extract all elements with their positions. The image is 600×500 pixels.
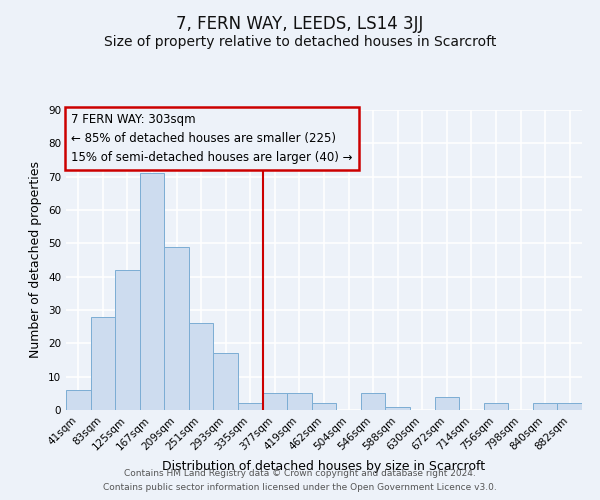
Bar bbox=[140, 174, 164, 410]
Bar bbox=[385, 406, 410, 410]
Bar bbox=[287, 394, 312, 410]
Bar bbox=[361, 394, 385, 410]
Bar bbox=[263, 394, 287, 410]
Text: Contains HM Land Registry data © Crown copyright and database right 2024.: Contains HM Land Registry data © Crown c… bbox=[124, 468, 476, 477]
Bar bbox=[189, 324, 214, 410]
Bar bbox=[533, 404, 557, 410]
Bar bbox=[66, 390, 91, 410]
Text: Contains public sector information licensed under the Open Government Licence v3: Contains public sector information licen… bbox=[103, 484, 497, 492]
Bar bbox=[91, 316, 115, 410]
Text: 7 FERN WAY: 303sqm
← 85% of detached houses are smaller (225)
15% of semi-detach: 7 FERN WAY: 303sqm ← 85% of detached hou… bbox=[71, 113, 353, 164]
Bar bbox=[115, 270, 140, 410]
Bar bbox=[214, 354, 238, 410]
Y-axis label: Number of detached properties: Number of detached properties bbox=[29, 162, 43, 358]
Text: Size of property relative to detached houses in Scarcroft: Size of property relative to detached ho… bbox=[104, 35, 496, 49]
X-axis label: Distribution of detached houses by size in Scarcroft: Distribution of detached houses by size … bbox=[163, 460, 485, 473]
Text: 7, FERN WAY, LEEDS, LS14 3JJ: 7, FERN WAY, LEEDS, LS14 3JJ bbox=[176, 15, 424, 33]
Bar bbox=[484, 404, 508, 410]
Bar bbox=[238, 404, 263, 410]
Bar bbox=[164, 246, 189, 410]
Bar bbox=[557, 404, 582, 410]
Bar bbox=[434, 396, 459, 410]
Bar bbox=[312, 404, 336, 410]
